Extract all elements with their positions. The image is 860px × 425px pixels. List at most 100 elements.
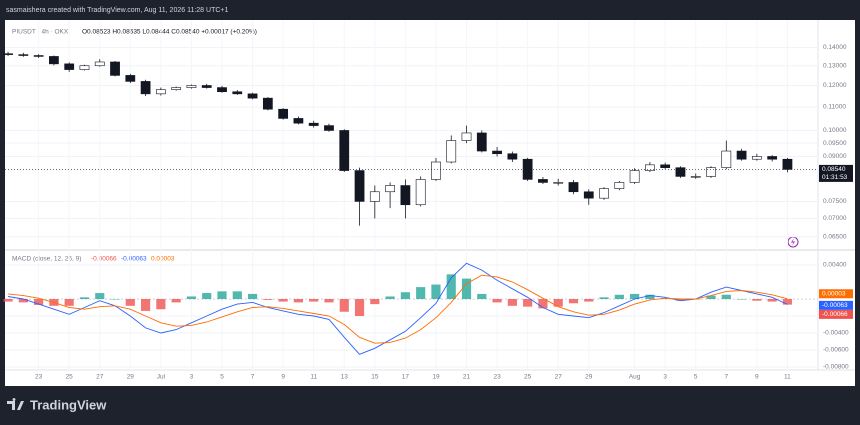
macd-signal-value: 0.00003	[151, 256, 175, 263]
y-tick-label: 0.11000	[823, 104, 846, 111]
candle-body	[629, 170, 640, 183]
x-tick-label: 11	[310, 374, 317, 381]
histogram-bar	[278, 299, 288, 302]
histogram-bar	[324, 299, 334, 303]
histogram-bar	[263, 299, 273, 300]
candle-body	[706, 167, 716, 177]
candle-body	[262, 97, 273, 110]
candle-body	[125, 75, 136, 82]
x-tick-label: 29	[127, 374, 135, 381]
histogram-bar	[64, 299, 74, 306]
candle-body	[645, 164, 655, 171]
histogram-bar	[79, 297, 90, 300]
x-tick-label: 7	[724, 374, 728, 381]
x-tick-label: 11	[784, 374, 791, 381]
x-tick-label: 5	[694, 374, 698, 381]
histogram-bar	[171, 299, 181, 303]
histogram-bar	[232, 291, 242, 300]
candle-body	[49, 56, 59, 65]
candle-body	[415, 179, 426, 206]
histogram-bar	[752, 299, 762, 301]
candle-body	[431, 161, 441, 180]
histogram-bar	[156, 299, 166, 310]
candle-body	[18, 54, 29, 56]
histogram-bar	[3, 299, 13, 302]
y-tick-label: 0.13000	[823, 62, 847, 69]
x-tick-label: 25	[66, 374, 74, 381]
candle-body	[476, 132, 487, 152]
histogram-bar	[446, 274, 456, 300]
x-tick-label: 29	[585, 374, 593, 381]
candle-body	[3, 53, 13, 55]
hist-axis-tag-box	[819, 309, 853, 319]
macd-title: MACD (close, 12, 26, 9)	[12, 256, 81, 263]
candle-body	[538, 179, 548, 183]
candle-body	[79, 65, 90, 70]
x-tick-label: 21	[463, 374, 471, 381]
macd-axis-tag: -0.00063	[822, 302, 848, 309]
candle-body	[201, 85, 212, 88]
brand: TradingView	[7, 397, 107, 412]
candle-body	[492, 150, 502, 155]
signal-axis-tag-box	[819, 289, 853, 299]
candle-body	[507, 153, 518, 160]
candle-body	[675, 167, 686, 177]
histogram-bar	[523, 299, 533, 307]
candle-body	[94, 61, 105, 67]
histogram-bar	[599, 297, 609, 300]
candle-body	[767, 156, 778, 160]
histogram-bar	[767, 299, 777, 302]
histogram-bar	[95, 293, 105, 300]
candle-body	[568, 182, 579, 193]
candle-body	[446, 140, 457, 163]
candle-body	[278, 108, 289, 119]
y-tick-label: -0.00600	[823, 347, 849, 354]
y-tick-label: 0.09000	[823, 153, 847, 160]
x-tick-label: 25	[524, 374, 532, 381]
countdown-label: 01:31:53	[822, 174, 848, 181]
y-tick-label: 0.07000	[823, 215, 847, 222]
macd-line-value: -0.00063	[121, 256, 147, 263]
creator-note: sasmaishera created with TradingView.com…	[6, 7, 228, 14]
histogram-bar	[645, 294, 655, 300]
histogram-bar	[217, 291, 227, 300]
histogram-bar	[782, 299, 793, 305]
histogram-bar	[141, 299, 151, 311]
candle-body	[247, 93, 258, 99]
histogram-bar	[416, 287, 426, 300]
ohlc-legend: O0.08523 H0.08635 L0.08444 C0.08540 +0.0…	[82, 29, 257, 36]
candle-body	[110, 61, 120, 76]
histogram-bar	[706, 295, 716, 300]
candle-body	[721, 150, 732, 168]
y-tick-label: 0.07500	[823, 198, 847, 205]
macd-axis-tag-box	[819, 300, 853, 310]
macd-line	[8, 274, 788, 344]
candle-body	[308, 122, 319, 126]
histogram-bar	[34, 299, 44, 305]
histogram-bar	[400, 292, 410, 300]
histogram-bar	[370, 299, 380, 305]
y-tick-label: 0.06500	[823, 233, 847, 240]
y-tick-label: 0.10000	[823, 127, 847, 134]
candle-body	[64, 63, 75, 70]
histogram-bar	[293, 299, 303, 303]
x-tick-label: 7	[251, 374, 255, 381]
macd-hist-value: -0.00066	[91, 256, 117, 263]
histogram-bar	[461, 278, 472, 300]
histogram-bar	[354, 299, 365, 317]
histogram-bar	[186, 296, 197, 300]
histogram-bar	[309, 299, 319, 302]
brand-logo	[7, 398, 24, 410]
candle-body	[583, 191, 594, 199]
histogram-bar	[431, 284, 441, 300]
signal-axis-tag: 0.00003	[822, 290, 846, 297]
x-tick-label: 23	[35, 374, 43, 381]
histogram-bar	[721, 294, 731, 300]
x-tick-label: 19	[432, 374, 440, 381]
y-tick-label: 0.12000	[823, 82, 847, 89]
histogram-bar	[477, 293, 487, 300]
y-tick-label: 0.14000	[823, 44, 847, 51]
histogram-bar	[507, 299, 517, 306]
candle-body	[385, 185, 395, 193]
